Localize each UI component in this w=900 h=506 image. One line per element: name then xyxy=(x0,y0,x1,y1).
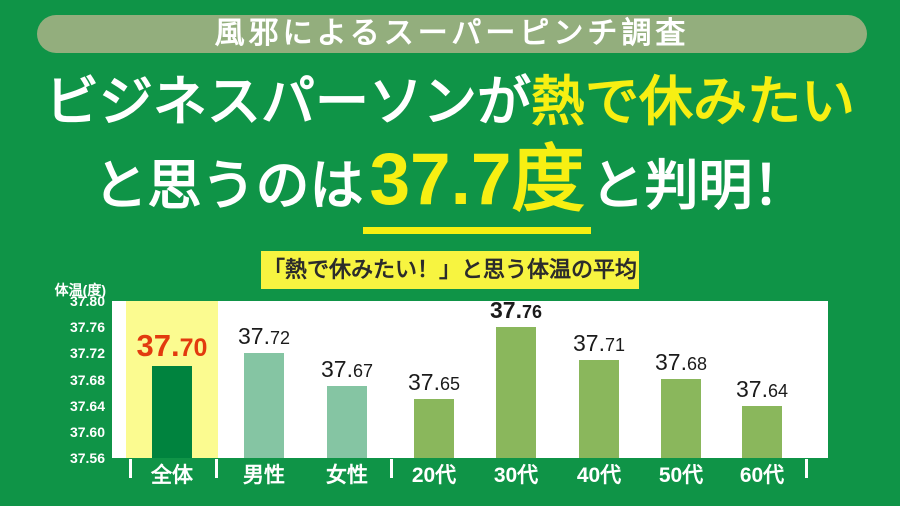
banner-pill: 風邪によるスーパーピンチ調査 xyxy=(37,15,867,53)
bar-value-label: 37.68 xyxy=(654,349,708,375)
y-axis-tick-label: 37.80 xyxy=(69,293,105,309)
bar-8 xyxy=(742,406,782,458)
y-axis-tick-label: 37.56 xyxy=(69,450,105,466)
banner-title: 風邪によるスーパーピンチ調査 xyxy=(214,17,690,50)
x-axis-label-3: 女性 xyxy=(326,464,368,487)
bar-value-label: 37.64 xyxy=(735,376,789,402)
bar-value-label: 37.65 xyxy=(407,369,461,395)
y-axis-title: 体温(度) xyxy=(54,282,106,298)
headline-line1: ビジネスパーソンが熱で休みたい xyxy=(0,74,900,131)
headline-line2-prefix: と思うのは xyxy=(93,156,364,216)
headline-line1-yellow: 熱で休みたい xyxy=(531,72,855,132)
bar-value-label: 37.71 xyxy=(572,330,626,356)
x-axis-label-5: 30代 xyxy=(493,464,539,487)
bar-value-label: 37.67 xyxy=(320,356,374,382)
bar-value-label: 37.72 xyxy=(237,323,291,349)
y-axis-tick-label: 37.60 xyxy=(69,423,105,440)
headline-line2: と思うのは 37.7度 と判明！ xyxy=(0,136,900,234)
bar-6 xyxy=(579,360,619,458)
chart-title-text: 「熱で休みたい！」と思う体温の平均 xyxy=(262,257,637,282)
headline-line2-suffix: と判明！ xyxy=(590,156,807,216)
chart-plot-area: 37.70 37.72 37.67 37.65 37.76 37.71 37.68 37.64 xyxy=(112,297,828,458)
axis-separator xyxy=(129,459,132,478)
y-axis-tick-label: 37.76 xyxy=(69,319,105,336)
x-axis-label-4: 20代 xyxy=(411,464,457,487)
bar-3 xyxy=(327,386,367,458)
x-axis-label-2: 男性 xyxy=(243,464,285,487)
x-axis-label-6: 40代 xyxy=(576,464,622,487)
axis-separator xyxy=(805,459,808,478)
bar-1 xyxy=(152,366,192,458)
y-axis-tick-label: 37.72 xyxy=(69,345,105,362)
bar-value-label: 37.76 xyxy=(489,297,543,323)
x-axis-label-7: 50代 xyxy=(658,464,704,487)
bar-5 xyxy=(496,327,536,458)
axis-separator xyxy=(215,459,218,478)
y-axis-tick-label: 37.68 xyxy=(69,371,105,388)
headline-line1-white: ビジネスパーソンが xyxy=(45,72,531,132)
bar-2 xyxy=(244,353,284,458)
x-axis-label-1: 全体 xyxy=(151,464,193,487)
axis-separator xyxy=(390,459,393,478)
y-axis-tick-label: 37.64 xyxy=(69,397,105,414)
headline-degree-value: 37.7度 xyxy=(363,136,591,234)
chart-title-badge: 「熱で休みたい！」と思う体温の平均 xyxy=(261,251,639,289)
bar-4 xyxy=(414,399,454,458)
x-axis-label-8: 60代 xyxy=(739,464,785,487)
bar-value-label: 37.70 xyxy=(136,328,208,363)
bar-7 xyxy=(661,379,701,458)
